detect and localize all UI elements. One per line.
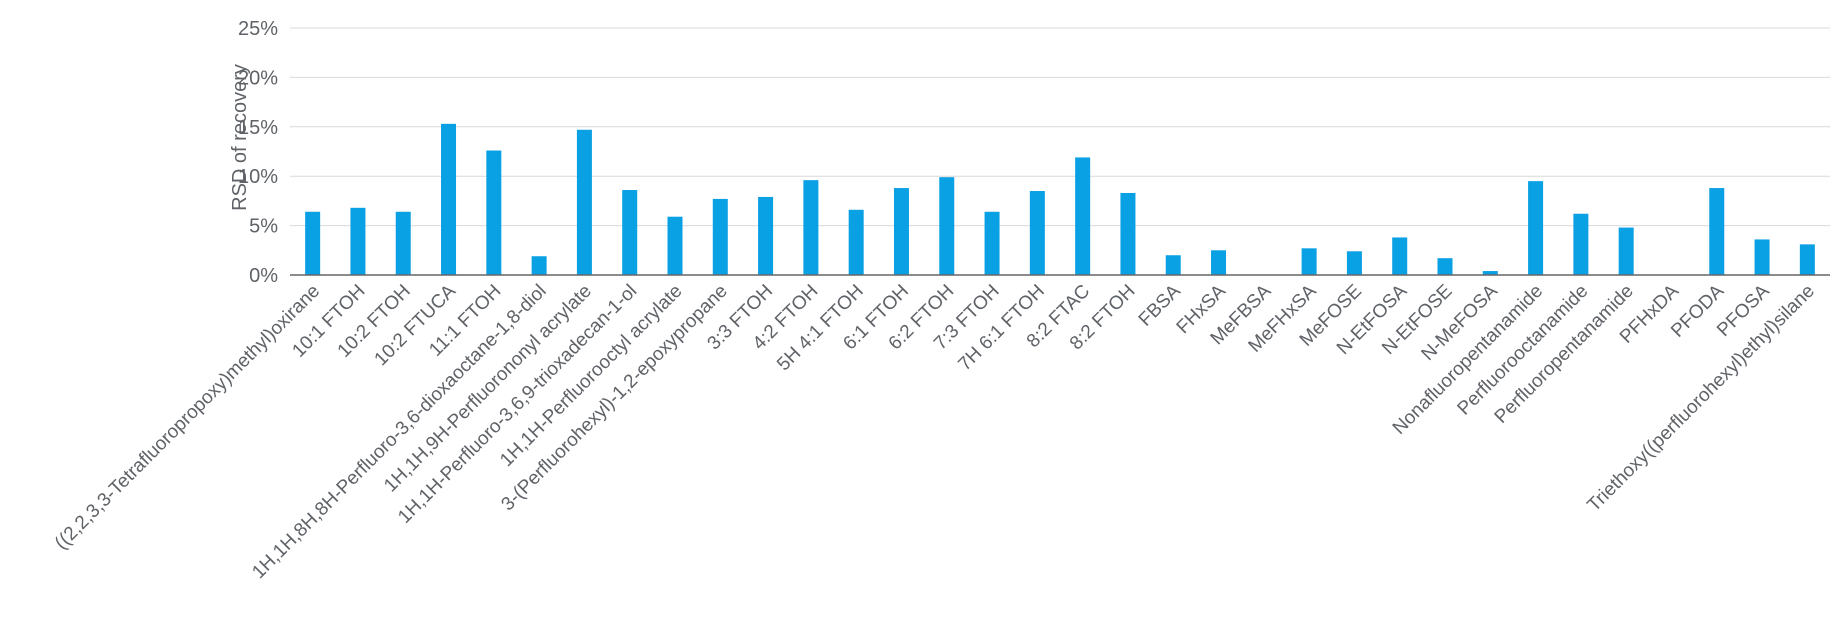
bar <box>848 209 864 275</box>
bar <box>622 190 638 275</box>
bar <box>758 196 774 275</box>
y-tick-label: 15% <box>238 117 278 139</box>
x-axis-labels: ((2,2,3,3-Tetrafluoropropoxy)methyl)oxir… <box>51 280 1819 583</box>
y-tick-label: 20% <box>238 67 278 89</box>
bar <box>1482 271 1498 275</box>
bar <box>350 207 366 275</box>
y-tick-label: 5% <box>249 216 278 238</box>
bars <box>305 123 1815 275</box>
y-tick-label: 0% <box>249 265 278 287</box>
bar <box>531 256 547 275</box>
gridlines <box>290 27 1830 227</box>
bar <box>712 198 728 275</box>
y-tick-label: 10% <box>238 166 278 188</box>
bar <box>984 211 1000 275</box>
bar <box>1029 191 1045 275</box>
bar <box>305 211 321 275</box>
bar <box>1165 255 1181 275</box>
bar <box>1392 237 1408 275</box>
bar <box>1528 181 1544 275</box>
bar <box>441 123 457 275</box>
bar <box>1075 157 1091 275</box>
bar <box>1618 227 1634 275</box>
bar <box>667 216 683 275</box>
bar <box>395 211 411 275</box>
bar <box>1346 251 1362 275</box>
bar <box>1709 188 1725 275</box>
bar <box>1437 258 1453 275</box>
bar <box>1301 248 1317 275</box>
bar <box>1573 213 1589 275</box>
bar <box>893 188 909 275</box>
bar <box>1799 244 1815 275</box>
bar <box>803 180 819 275</box>
bar <box>1211 250 1227 275</box>
bar <box>1754 239 1770 275</box>
bar <box>576 129 592 275</box>
bar <box>1120 192 1136 275</box>
x-tick-label: ((2,2,3,3-Tetrafluoropropoxy)methyl)oxir… <box>51 281 324 554</box>
y-axis-label: RSD of recovery <box>229 64 251 211</box>
bar <box>939 177 955 275</box>
y-axis-ticks: 0% 5% 10% 15% 20% 25% <box>238 18 278 287</box>
y-tick-label: 25% <box>238 18 278 40</box>
bar <box>486 150 502 275</box>
